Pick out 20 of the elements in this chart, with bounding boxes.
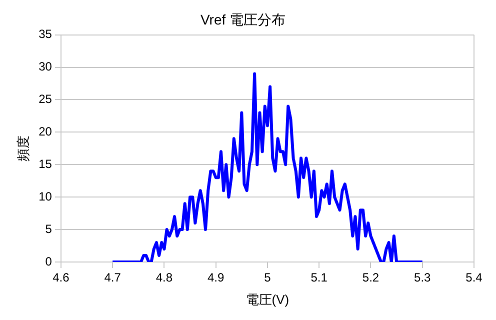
x-tick-label: 5.2: [362, 270, 380, 285]
y-axis-title: 頻度: [15, 135, 30, 162]
chart-title: Vref 電圧分布: [200, 11, 286, 28]
y-tick-label: 20: [38, 124, 52, 138]
x-tick-label: 4.8: [156, 270, 173, 285]
x-tick-label: 5: [264, 270, 272, 285]
y-tick-label: 10: [38, 189, 52, 204]
x-tick-label: 5.4: [466, 270, 483, 285]
x-tick-label: 5.1: [310, 270, 328, 285]
y-tick-label: 25: [38, 92, 52, 106]
y-tick-label: 35: [38, 27, 52, 42]
x-tick-label: 4.6: [52, 270, 70, 285]
x-tick-label: 4.7: [104, 270, 122, 285]
y-tick-label: 0: [45, 254, 52, 268]
y-tick-label: 30: [38, 60, 52, 74]
x-axis-title: 電圧(V): [246, 292, 290, 307]
x-tick-label: 5.3: [414, 270, 432, 285]
x-tick-label: 4.9: [208, 270, 225, 285]
y-tick-label: 15: [38, 156, 52, 171]
y-tick-label: 5: [45, 222, 52, 236]
